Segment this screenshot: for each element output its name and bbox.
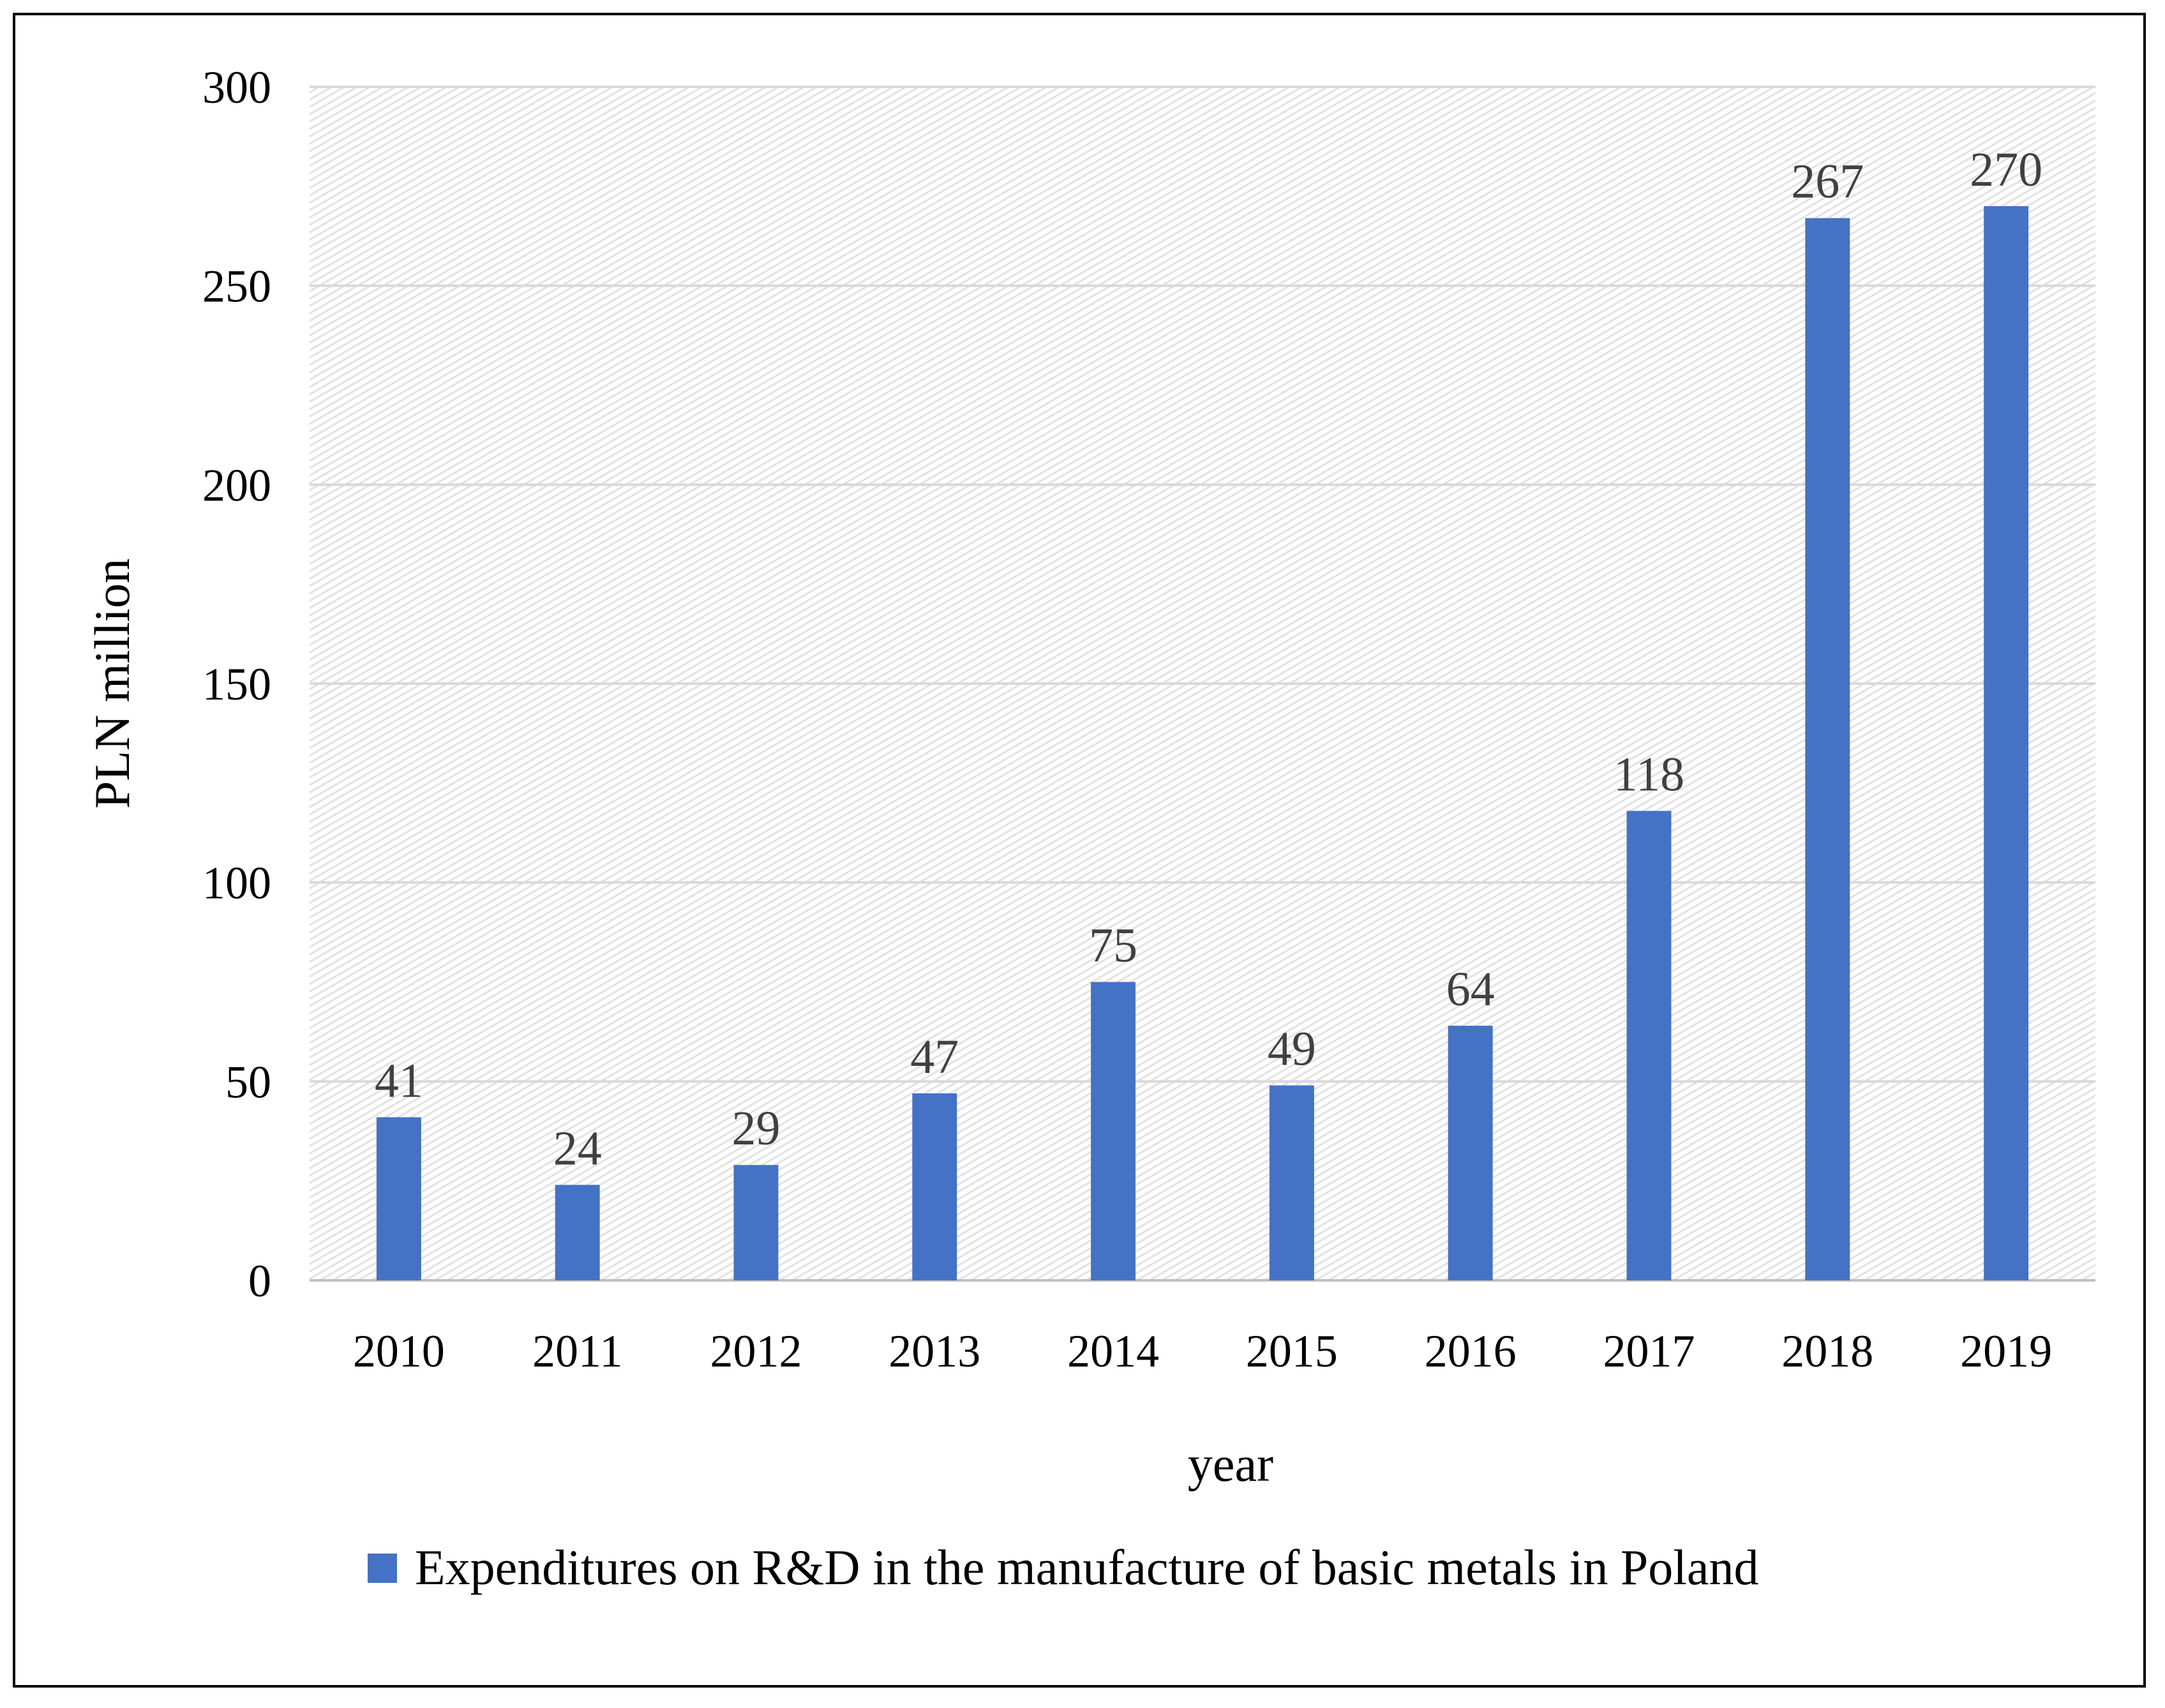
y-tick-label: 100	[202, 858, 271, 909]
data-label-2017: 118	[1614, 747, 1684, 801]
x-tick-label-2017: 2017	[1603, 1326, 1695, 1377]
bar-2014	[1091, 982, 1136, 1280]
y-tick-label: 0	[248, 1255, 271, 1307]
x-tick-label-2013: 2013	[888, 1326, 980, 1377]
data-label-2012: 29	[732, 1102, 781, 1155]
bar-2012	[733, 1165, 779, 1280]
data-labels: 41 24 29 47 75 49 64 118 267 270	[375, 143, 2042, 1175]
x-tick-label-2015: 2015	[1246, 1326, 1338, 1377]
x-axis-title: year	[1188, 1436, 1273, 1492]
bar-2011	[555, 1185, 600, 1280]
y-tick-label: 300	[202, 62, 271, 113]
bar-2016	[1448, 1026, 1493, 1280]
bar-2013	[912, 1093, 957, 1280]
y-tick-label: 50	[225, 1056, 271, 1107]
y-axis-ticks: 0 50 100 150 200 250 300	[202, 62, 271, 1307]
y-tick-label: 150	[202, 659, 271, 710]
bar-2017	[1626, 811, 1672, 1280]
data-label-2018: 267	[1791, 155, 1864, 209]
data-label-2014: 75	[1089, 919, 1137, 973]
x-axis-ticks: 2010 2011 2012 2013 2014 2015 2016 2017 2018 2019	[353, 1326, 2052, 1377]
data-label-2013: 47	[910, 1030, 959, 1084]
x-tick-label-2012: 2012	[710, 1326, 802, 1377]
data-label-2016: 64	[1446, 963, 1495, 1016]
legend-swatch	[368, 1554, 397, 1583]
x-tick-label-2018: 2018	[1781, 1326, 1873, 1377]
x-tick-label-2014: 2014	[1067, 1326, 1159, 1377]
legend-label: Expenditures on R&D in the manufacture o…	[415, 1539, 1759, 1595]
legend: Expenditures on R&D in the manufacture o…	[368, 1539, 1759, 1595]
bar-2019	[1984, 206, 2029, 1280]
x-tick-label-2010: 2010	[353, 1326, 445, 1377]
data-label-2011: 24	[553, 1121, 602, 1175]
data-label-2010: 41	[375, 1054, 423, 1107]
y-axis-title: PLN million	[84, 558, 140, 809]
x-tick-label-2011: 2011	[532, 1326, 622, 1377]
y-tick-label: 250	[202, 261, 271, 312]
bar-2018	[1805, 218, 1850, 1281]
bar-2015	[1269, 1085, 1314, 1280]
x-tick-label-2016: 2016	[1425, 1326, 1517, 1377]
bar-chart: 41 24 29 47 75 49 64 118 267 270 0 50 100 150 200 250 3…	[84, 62, 2095, 1595]
x-tick-label-2019: 2019	[1960, 1326, 2052, 1377]
bar-2010	[376, 1117, 421, 1280]
data-label-2015: 49	[1268, 1023, 1316, 1076]
chart-frame: 41 24 29 47 75 49 64 118 267 270 0 50 100 150 200 250 3…	[13, 13, 2146, 1688]
bars	[376, 206, 2029, 1281]
data-label-2019: 270	[1970, 143, 2042, 197]
y-tick-label: 200	[202, 460, 271, 511]
gridlines	[310, 86, 2095, 1282]
